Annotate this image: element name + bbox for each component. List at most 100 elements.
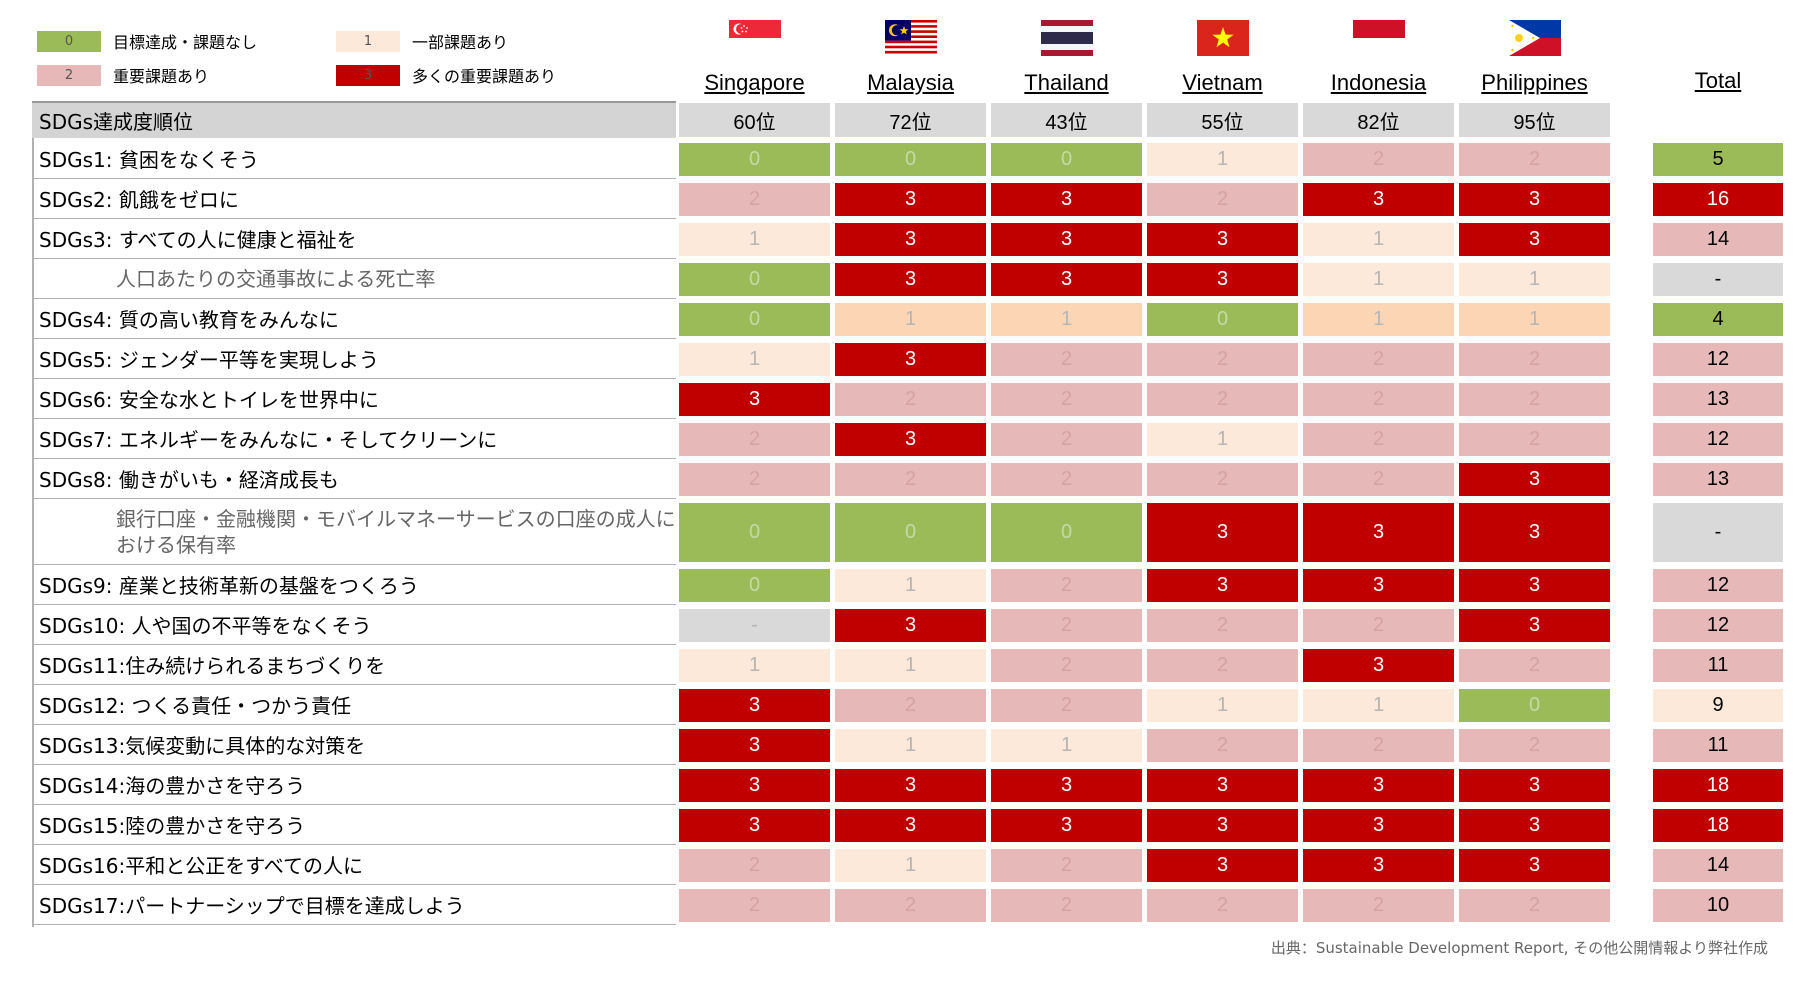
score-cell-thailand: 3 <box>991 263 1142 296</box>
score-cell-singapore: - <box>679 609 830 642</box>
rank-row-label: SDGs達成度順位 <box>32 101 676 138</box>
score-cell-vietnam: 3 <box>1147 769 1298 802</box>
sdg-label: SDGs1: 貧困をなくそう <box>32 139 676 179</box>
score-cell-indonesia: 1 <box>1303 263 1454 296</box>
legend-swatch-2: 2 <box>37 64 101 86</box>
sdg-label: SDGs9: 産業と技術革新の基盤をつくろう <box>32 565 676 605</box>
score-cell-malaysia: 1 <box>835 649 986 682</box>
legend-label-1: 一部課題あり <box>412 33 509 52</box>
score-cell-vietnam: 2 <box>1147 609 1298 642</box>
score-cell-philippines: 3 <box>1459 463 1610 496</box>
score-cell-indonesia: 3 <box>1303 769 1454 802</box>
total-cell: 14 <box>1653 849 1783 882</box>
sdg-label: SDGs6: 安全な水とトイレを世界中に <box>32 379 676 419</box>
sdg-label: SDGs15:陸の豊かさを守ろう <box>32 805 676 845</box>
total-cell: 9 <box>1653 689 1783 722</box>
score-cell-vietnam: 2 <box>1147 463 1298 496</box>
score-cell-philippines: 2 <box>1459 649 1610 682</box>
score-cell-thailand: 2 <box>991 343 1142 376</box>
score-cell-malaysia: 3 <box>835 809 986 842</box>
score-cell-vietnam: 2 <box>1147 649 1298 682</box>
score-cell-malaysia: 0 <box>835 503 986 562</box>
header-indonesia: Indonesia <box>1303 20 1454 96</box>
source-note: 出典：Sustainable Development Report, その他公開… <box>1270 939 1768 957</box>
score-cell-thailand: 2 <box>991 609 1142 642</box>
score-cell-singapore: 1 <box>679 649 830 682</box>
rank-cell-philippines: 95位 <box>1459 103 1610 137</box>
score-cell-indonesia: 1 <box>1303 223 1454 256</box>
score-cell-singapore: 3 <box>679 769 830 802</box>
score-cell-malaysia: 2 <box>835 689 986 722</box>
score-cell-malaysia: 2 <box>835 889 986 922</box>
score-cell-indonesia: 1 <box>1303 303 1454 336</box>
score-cell-thailand: 3 <box>991 183 1142 216</box>
score-cell-vietnam: 2 <box>1147 383 1298 416</box>
total-cell: 11 <box>1653 649 1783 682</box>
rank-cell-singapore: 60位 <box>679 103 830 137</box>
vietnam-flag-icon <box>1196 20 1249 56</box>
score-cell-vietnam: 3 <box>1147 809 1298 842</box>
score-cell-philippines: 0 <box>1459 689 1610 722</box>
score-cell-malaysia: 3 <box>835 609 986 642</box>
score-cell-malaysia: 3 <box>835 769 986 802</box>
score-cell-malaysia: 3 <box>835 423 986 456</box>
score-cell-singapore: 2 <box>679 423 830 456</box>
score-cell-indonesia: 3 <box>1303 183 1454 216</box>
rank-cell-indonesia: 82位 <box>1303 103 1454 137</box>
score-cell-indonesia: 3 <box>1303 569 1454 602</box>
sdg-label: SDGs17:パートナーシップで目標を達成しよう <box>32 885 676 925</box>
score-cell-philippines: 1 <box>1459 263 1610 296</box>
total-header: Total <box>1694 68 1742 93</box>
total-cell: - <box>1653 263 1783 296</box>
sdg-label: SDGs11:住み続けられるまちづくりを <box>32 645 676 685</box>
score-cell-philippines: 2 <box>1459 343 1610 376</box>
header-philippines: Philippines <box>1459 20 1610 96</box>
total-cell: 4 <box>1653 303 1783 336</box>
score-cell-singapore: 0 <box>679 569 830 602</box>
score-cell-indonesia: 2 <box>1303 383 1454 416</box>
score-cell-singapore: 0 <box>679 263 830 296</box>
country-name-singapore: Singapore <box>704 70 805 95</box>
score-cell-thailand: 2 <box>991 423 1142 456</box>
score-cell-indonesia: 2 <box>1303 463 1454 496</box>
score-cell-vietnam: 0 <box>1147 303 1298 336</box>
legend-label-3: 多くの重要課題あり <box>412 67 557 86</box>
legend-swatch-1: 1 <box>336 30 400 52</box>
score-cell-philippines: 3 <box>1459 503 1610 562</box>
total-cell: 12 <box>1653 343 1783 376</box>
score-cell-vietnam: 3 <box>1147 849 1298 882</box>
sdg-label: SDGs13:気候変動に具体的な対策を <box>32 725 676 765</box>
score-cell-vietnam: 1 <box>1147 423 1298 456</box>
score-cell-singapore: 0 <box>679 503 830 562</box>
score-cell-indonesia: 3 <box>1303 503 1454 562</box>
score-cell-indonesia: 3 <box>1303 809 1454 842</box>
score-cell-philippines: 2 <box>1459 889 1610 922</box>
total-cell: - <box>1653 503 1783 562</box>
sdg-label: SDGs3: すべての人に健康と福祉を <box>32 219 676 259</box>
score-cell-philippines: 3 <box>1459 769 1610 802</box>
score-cell-thailand: 2 <box>991 569 1142 602</box>
score-cell-malaysia: 1 <box>835 569 986 602</box>
header-singapore: Singapore <box>679 20 830 96</box>
score-cell-vietnam: 3 <box>1147 263 1298 296</box>
total-cell: 12 <box>1653 423 1783 456</box>
score-cell-malaysia: 2 <box>835 463 986 496</box>
sdg-label: SDGs16:平和と公正をすべての人に <box>32 845 676 885</box>
score-cell-singapore: 0 <box>679 303 830 336</box>
legend-item-2: 2 重要課題あり <box>37 63 209 87</box>
score-cell-thailand: 2 <box>991 463 1142 496</box>
total-cell: 18 <box>1653 809 1783 842</box>
score-cell-indonesia: 2 <box>1303 343 1454 376</box>
score-cell-malaysia: 3 <box>835 343 986 376</box>
score-cell-vietnam: 3 <box>1147 503 1298 562</box>
score-cell-malaysia: 1 <box>835 729 986 762</box>
indicator-label: 銀行口座・金融機関・モバイルマネーサービスの口座の成人における保有率 <box>32 499 676 565</box>
score-cell-indonesia: 2 <box>1303 889 1454 922</box>
score-cell-thailand: 2 <box>991 649 1142 682</box>
score-cell-indonesia: 2 <box>1303 143 1454 176</box>
legend-item-1: 1 一部課題あり <box>336 29 508 53</box>
score-cell-thailand: 3 <box>991 769 1142 802</box>
score-cell-philippines: 3 <box>1459 809 1610 842</box>
total-cell: 5 <box>1653 143 1783 176</box>
score-cell-thailand: 1 <box>991 303 1142 336</box>
